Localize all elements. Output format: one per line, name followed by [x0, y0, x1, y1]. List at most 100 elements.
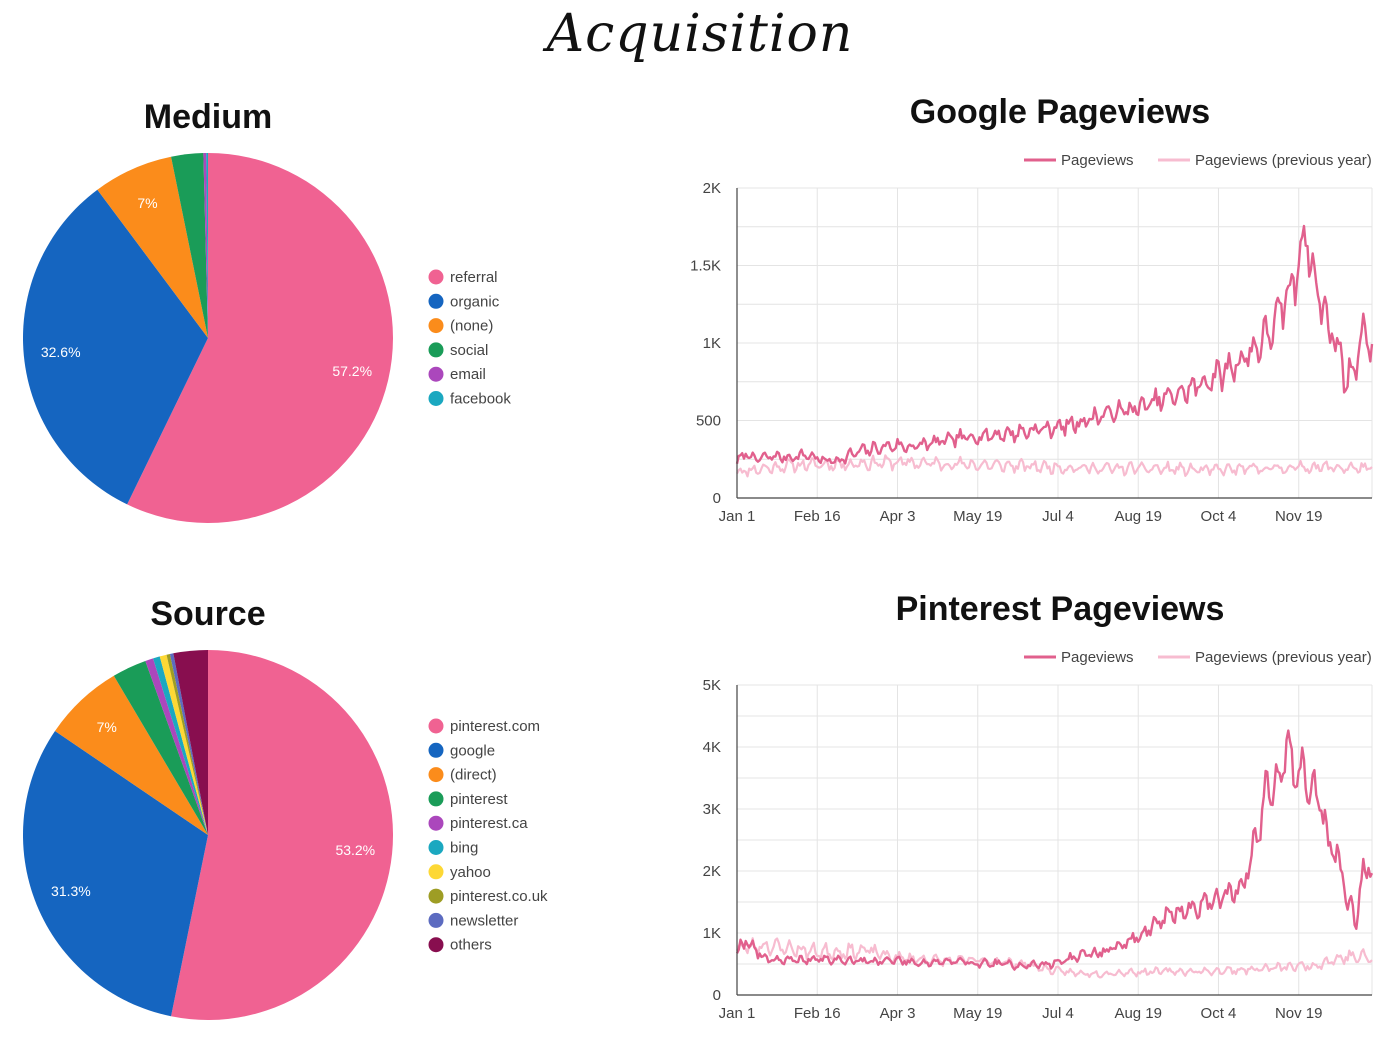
- medium-slice-organic: [22, 189, 209, 505]
- pinterest-legend-item-pageviews: Pageviews: [1024, 649, 1134, 666]
- medium-legend-item-email: email: [428, 366, 486, 383]
- source-legend-swatch: [428, 767, 444, 783]
- source-legend-swatch: [428, 864, 444, 880]
- source-legend-swatch: [428, 742, 444, 758]
- medium-slice-label-none: 7%: [137, 195, 157, 211]
- google-x-tick-label: Oct 4: [1201, 508, 1237, 525]
- source-chart-title: Source: [150, 595, 265, 633]
- medium-slice-label-referral: 57.2%: [332, 363, 372, 379]
- google-grid: [736, 187, 1373, 499]
- google-x-tick-label: Feb 16: [794, 508, 841, 525]
- pinterest-y-tick-label: 2K: [703, 863, 721, 880]
- pinterest-series-pageviews: [735, 729, 1374, 971]
- pinterest-pageviews-chart: Pinterest Pageviews Pageviews Pageviews (…: [703, 590, 1374, 1022]
- google-y-tick-label: 1K: [703, 335, 721, 352]
- pinterest-series: [735, 729, 1374, 979]
- source-slice-bing: [153, 656, 208, 835]
- source-slice-newsletter: [169, 653, 208, 835]
- pinterest-legend-label: Pageviews: [1061, 649, 1134, 666]
- google-x-tick-label: Nov 19: [1275, 508, 1323, 525]
- source-slice-others: [173, 650, 208, 835]
- google-x-tick-label: Jul 4: [1042, 508, 1074, 525]
- medium-legend-swatch: [428, 366, 444, 382]
- pinterest-y-tick-label: 3K: [703, 801, 721, 818]
- source-legend-item-pinterest-co-uk: pinterest.co.uk: [428, 888, 548, 905]
- source-slice-direct: [54, 675, 208, 835]
- google-legend-item-pageviews-previous-year: Pageviews (previous year): [1158, 152, 1372, 169]
- source-legend-label: pinterest.ca: [450, 815, 528, 832]
- pinterest-y-tick-label: 1K: [703, 925, 721, 942]
- pinterest-x-tick-label: Jan 1: [719, 1005, 756, 1022]
- pinterest-x-tick-label: Feb 16: [794, 1005, 841, 1022]
- source-legend-label: others: [450, 937, 492, 954]
- medium-pie-chart: Medium 57.2% 32.6% 7% referral organic (none…: [22, 98, 511, 523]
- medium-legend-item-none: (none): [428, 318, 493, 335]
- google-series-pageviews-previous-year: [736, 454, 1373, 478]
- pinterest-legend: Pageviews Pageviews (previous year): [1024, 649, 1372, 666]
- medium-slice-none: [97, 156, 208, 338]
- google-y-tick-label: 500: [696, 413, 721, 430]
- medium-legend-swatch: [428, 269, 444, 285]
- medium-slice-referral: [127, 153, 393, 523]
- medium-slice-social: [171, 153, 208, 338]
- source-legend-label: google: [450, 742, 495, 759]
- medium-legend-swatch: [428, 293, 444, 309]
- google-pageviews-chart: Google Pageviews Pageviews Pageviews (pre…: [690, 93, 1374, 525]
- source-legend-swatch: [428, 718, 444, 734]
- source-slice-label-direct: 7%: [97, 719, 117, 735]
- source-slice-pinterest-co-uk: [166, 653, 208, 835]
- pinterest-x-tick-label: Aug 19: [1114, 1005, 1162, 1022]
- source-legend: pinterest.com google (direct) pinterest pint…: [428, 718, 548, 954]
- source-slice-pinterest-com: [171, 650, 394, 1020]
- source-legend-item-google: google: [428, 742, 495, 759]
- google-legend: Pageviews Pageviews (previous year): [1024, 152, 1372, 169]
- medium-legend-label: social: [450, 342, 488, 359]
- google-y-tick-label: 0: [713, 490, 721, 507]
- source-legend-swatch: [428, 840, 444, 855]
- medium-slice-label-organic: 32.6%: [41, 344, 81, 360]
- source-legend-item-direct: (direct): [428, 767, 497, 784]
- google-legend-item-pageviews: Pageviews: [1024, 152, 1134, 169]
- pinterest-axes: 0 1K 2K 3K 4K 5K Jan 1 Feb 16 Apr 3 May 19 Jul 4 Au…: [703, 677, 1372, 1022]
- source-slice-label-google: 31.3%: [51, 883, 91, 899]
- medium-legend-swatch: [428, 318, 444, 334]
- medium-legend-label: referral: [450, 269, 498, 286]
- source-legend-swatch: [428, 815, 444, 831]
- source-slice-google: [22, 731, 209, 1017]
- medium-legend-label: email: [450, 366, 486, 383]
- medium-legend: referral organic (none) social email facebook: [428, 269, 511, 408]
- source-slice-yahoo: [159, 654, 208, 835]
- pinterest-x-tick-label: May 19: [953, 1005, 1002, 1022]
- medium-legend-label: (none): [450, 318, 493, 335]
- medium-legend-item-facebook: facebook: [428, 391, 511, 408]
- pinterest-legend-item-pageviews-previous-year: Pageviews (previous year): [1158, 649, 1372, 666]
- medium-slice-email: [203, 153, 208, 338]
- medium-legend-label: organic: [450, 293, 500, 310]
- medium-legend-label: facebook: [450, 391, 511, 408]
- pinterest-grid: [736, 684, 1373, 996]
- medium-pie-slices: [22, 153, 393, 523]
- google-y-tick-label: 2K: [703, 180, 721, 197]
- google-legend-label: Pageviews: [1061, 152, 1134, 169]
- source-legend-item-bing: bing: [428, 840, 478, 857]
- pinterest-series-pageviews-previous-year: [735, 937, 1373, 979]
- google-y-tick-label: 1.5K: [690, 258, 721, 275]
- medium-pie-labels: 57.2% 32.6% 7%: [41, 195, 372, 379]
- source-legend-label: newsletter: [450, 912, 518, 929]
- source-slice-label-pinterest-com: 53.2%: [335, 842, 375, 858]
- pinterest-y-tick-label: 5K: [703, 677, 721, 694]
- source-pie-chart: Source 53.2% 31.3% 7% pinterest.com google (…: [22, 595, 548, 1020]
- source-legend-item-yahoo: yahoo: [428, 864, 491, 881]
- pinterest-x-tick-label: Nov 19: [1275, 1005, 1323, 1022]
- source-slice-pinterest: [113, 660, 208, 835]
- medium-slice-facebook: [206, 153, 208, 338]
- source-pie-labels: 53.2% 31.3% 7%: [51, 719, 375, 899]
- source-legend-swatch: [428, 937, 444, 953]
- medium-legend-swatch: [428, 342, 444, 358]
- google-series-pageviews: [735, 224, 1374, 465]
- source-legend-item-newsletter: newsletter: [428, 912, 518, 929]
- pinterest-x-tick-label: Apr 3: [880, 1005, 916, 1022]
- medium-legend-item-referral: referral: [428, 269, 498, 286]
- pinterest-legend-label: Pageviews (previous year): [1195, 649, 1372, 666]
- source-legend-item-pinterest-com: pinterest.com: [428, 718, 540, 735]
